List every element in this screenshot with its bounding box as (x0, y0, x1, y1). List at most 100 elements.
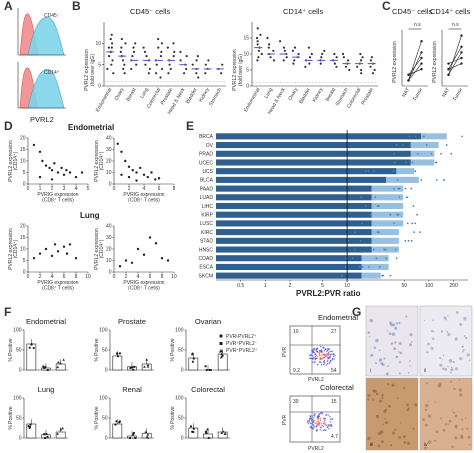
flow-event (324, 354, 327, 356)
panel-f-point (208, 369, 211, 371)
ihc-cell-1 (442, 354, 445, 357)
flow-event (320, 412, 322, 414)
panel-e-bar (216, 176, 387, 183)
panel-e-bar-tail (371, 211, 404, 218)
panel-e-outlier (450, 152, 453, 155)
panel-c-right-category-label: Tumor (452, 87, 464, 103)
panel-b-right-point (321, 52, 324, 56)
panel-b-left-point (123, 63, 126, 66)
panel-c-letter: C (382, 0, 391, 13)
panel-d-lung-left-xtick-label: 8 (75, 274, 78, 280)
flow-event (316, 430, 318, 432)
panel-b-right-category-label: Breast (325, 86, 338, 102)
histogram-blue-area-2 (27, 69, 65, 109)
ihc-cell-1 (452, 360, 455, 364)
panel-f-ytick-label: 100 (175, 396, 184, 402)
panel-b-left-point (122, 67, 125, 71)
flow-event (309, 357, 311, 360)
panel-c-right-point (460, 51, 463, 54)
flow-event (327, 414, 329, 416)
panel-e-outlier (425, 144, 428, 146)
panel-c-right-pair-line (448, 46, 462, 70)
flow-event (323, 422, 325, 425)
panel-b-left-point (147, 72, 150, 75)
flow-event (310, 357, 313, 360)
ihc-cell-2 (403, 435, 406, 439)
panel-f-group-endometrial: Endometrial 0 50 100 % Positive (8, 317, 68, 374)
flow-event (322, 357, 324, 359)
flow-event (313, 413, 316, 415)
panel-e-bar-tail (371, 194, 404, 201)
panel-e-category-label: HNSC (199, 247, 214, 253)
panel-b-left-point (155, 72, 158, 75)
flow-event (311, 426, 313, 428)
ihc-cell-2 (380, 440, 384, 444)
flow-top-q1: 10 (293, 329, 299, 335)
panel-d-endo-left-point (56, 171, 60, 174)
ihc-cell-3 (428, 440, 432, 444)
panel-f-bar (112, 355, 123, 371)
panel-e-xtick-label: 10 (344, 283, 350, 289)
panel-c-left-point (420, 56, 423, 60)
flow-event (325, 355, 327, 357)
flow-event (326, 426, 329, 428)
panel-b-left-point (160, 50, 163, 53)
panel-f-ytick-label: 50 (16, 416, 22, 422)
panel-f-ylabel: % Positive (94, 338, 100, 362)
panel-f-point (57, 361, 60, 364)
panel-e-outlier (384, 248, 387, 251)
ihc-cell-3 (466, 427, 469, 430)
panel-b-right-point (282, 59, 285, 62)
panel-b-left-point (144, 63, 147, 66)
panel-b-left-ytick-label: 5 (98, 62, 101, 68)
panel-e-outlier (435, 178, 438, 181)
panel-d-endo-left-xtick-label: 4 (75, 186, 78, 192)
panel-d-lung-left-ytick-label: 10 (20, 247, 26, 253)
panel-f-point (46, 369, 49, 371)
ihc-cell-2 (370, 443, 373, 446)
flow-event (314, 349, 316, 351)
panel-f-point (220, 431, 224, 434)
panel-e-outlier (416, 152, 419, 155)
panel-e-category-label: LUAD (200, 195, 214, 201)
panel-e-bar (216, 168, 397, 175)
ihc-cell-0 (399, 351, 402, 355)
panel-d-endo-left-point (38, 175, 42, 179)
panel-b-right-point (307, 46, 310, 49)
flow-event (327, 347, 330, 350)
flow-event (325, 364, 328, 366)
panel-d-endo-right-point (131, 169, 134, 172)
ihc-cell-0 (370, 353, 374, 357)
ihc-cell-0 (389, 321, 392, 324)
panel-c-left-ylabel: PVRL2 expression (392, 41, 398, 83)
ihc-cell-0 (398, 372, 401, 375)
panel-f-group-title: Prostate (118, 317, 146, 326)
panel-f-point (128, 437, 131, 439)
panel-d-lung-left-ylabel: PVRL2 expression (8, 228, 14, 270)
panel-e-outlier (377, 231, 380, 234)
panel-f-ylabel: % Positive (94, 406, 100, 430)
panel-b-left-point (159, 76, 162, 79)
flow-plot-endometrial: Endometrial 10 27 9.2 54 PVRL2 PVR (282, 313, 358, 383)
panel-b-left-point (145, 55, 148, 58)
panel-e-outlier (396, 213, 399, 216)
ihc-cell-3 (451, 410, 454, 412)
ihc-cell-0 (390, 342, 394, 345)
flow-bottom-xlabel: PVRL2 (308, 446, 324, 452)
flow-top-xlabel: PVRL2 (308, 377, 324, 383)
panel-f-point (132, 432, 135, 435)
panel-e-bar-tail (371, 220, 404, 227)
panel-b-right-point (279, 40, 282, 43)
flow-bottom-events (306, 412, 333, 432)
panel-c-left-point (420, 51, 423, 54)
panel-e-outlier (368, 266, 370, 268)
panel-b-right-category-label: Bladder (298, 87, 312, 105)
panel-f-ytick-label: 50 (102, 348, 108, 354)
flow-event (321, 412, 323, 414)
flow-bottom-frame (289, 395, 341, 443)
panel-f-point (133, 365, 136, 368)
panel-d-endo-right-ytick-label: 20 (106, 159, 112, 165)
flow-event (312, 427, 314, 430)
flow-event (319, 358, 321, 361)
panel-c-left-pair-line (408, 68, 422, 76)
